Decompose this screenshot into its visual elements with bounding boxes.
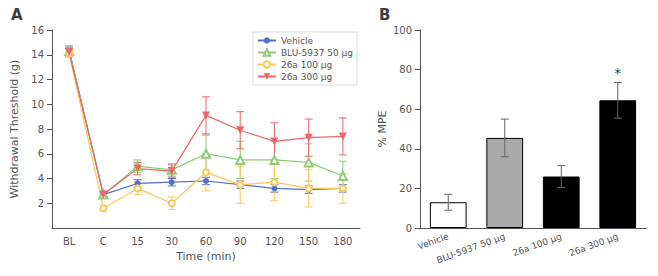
svg-text:26a 300 μg: 26a 300 μg bbox=[568, 231, 620, 258]
svg-text:26a 100 μg: 26a 100 μg bbox=[511, 231, 563, 258]
svg-text:Vehicle: Vehicle bbox=[281, 36, 314, 46]
svg-text:80: 80 bbox=[399, 64, 412, 75]
svg-text:60: 60 bbox=[399, 104, 412, 115]
svg-text:% MPE: % MPE bbox=[376, 110, 389, 147]
svg-text:20: 20 bbox=[399, 183, 412, 194]
svg-text:BLU-5937 50 μg: BLU-5937 50 μg bbox=[435, 231, 506, 265]
svg-text:10: 10 bbox=[31, 99, 44, 110]
svg-text:16: 16 bbox=[31, 25, 44, 36]
svg-text:100: 100 bbox=[393, 25, 412, 36]
svg-text:26a 300 μg: 26a 300 μg bbox=[281, 72, 332, 82]
svg-text:C: C bbox=[100, 236, 107, 247]
svg-text:15: 15 bbox=[131, 236, 144, 247]
svg-text:12: 12 bbox=[31, 74, 44, 85]
svg-text:60: 60 bbox=[200, 236, 213, 247]
svg-text:4: 4 bbox=[38, 173, 44, 184]
svg-text:Vehicle: Vehicle bbox=[416, 231, 450, 252]
svg-text:0: 0 bbox=[406, 223, 412, 234]
svg-text:2: 2 bbox=[38, 198, 44, 209]
svg-text:BL: BL bbox=[63, 236, 76, 247]
svg-text:BLU-5937 50 μg: BLU-5937 50 μg bbox=[281, 48, 353, 58]
svg-text:8: 8 bbox=[38, 124, 44, 135]
svg-text:B: B bbox=[379, 6, 390, 24]
svg-text:40: 40 bbox=[399, 143, 412, 154]
svg-text:6: 6 bbox=[38, 148, 44, 159]
svg-text:14: 14 bbox=[31, 49, 44, 60]
svg-text:30: 30 bbox=[165, 236, 178, 247]
svg-text:150: 150 bbox=[299, 236, 318, 247]
svg-text:Withdrawal Threshold (g): Withdrawal Threshold (g) bbox=[8, 60, 21, 199]
svg-text:Time (min): Time (min) bbox=[175, 250, 236, 263]
svg-text:180: 180 bbox=[333, 236, 352, 247]
svg-text:A: A bbox=[11, 6, 23, 24]
svg-text:*: * bbox=[614, 65, 621, 81]
svg-text:90: 90 bbox=[234, 236, 247, 247]
svg-text:26a 100 μg: 26a 100 μg bbox=[281, 60, 332, 70]
svg-text:120: 120 bbox=[265, 236, 284, 247]
